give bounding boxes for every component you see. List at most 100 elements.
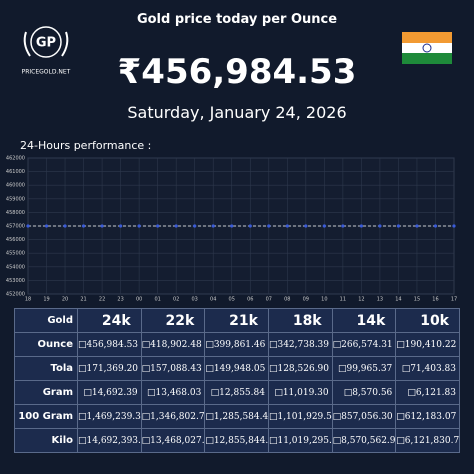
data-point <box>285 224 289 228</box>
price-cell: □13,468,027.56 <box>140 428 206 453</box>
x-tick-label: 10 <box>321 297 327 303</box>
chart: 452000 453000 454000 455000 456000 457000 4580… <box>6 156 457 303</box>
x-tick-label: 00 <box>136 297 142 303</box>
x-tick-label: 18 <box>25 297 31 303</box>
price-cell: □11,019.30 <box>267 380 333 405</box>
data-point <box>396 224 401 228</box>
data-point <box>433 224 438 228</box>
price-cell: □456,984.53 <box>77 332 142 357</box>
price-cell: □149,948.05 <box>204 356 269 381</box>
x-tick-label: 22 <box>99 297 105 303</box>
header-cell: 24k <box>77 308 142 333</box>
header-cell: Gold <box>14 308 78 333</box>
row-label: Ounce <box>14 332 78 357</box>
y-tick-label: 455000 <box>6 251 25 257</box>
y-tick-label: 461000 <box>6 169 25 175</box>
x-tick-label: 16 <box>432 297 438 303</box>
price-cell: □1,101,929.53 <box>267 404 333 429</box>
price-table: Gold 24k 22k 21k 18k 14k 10k Ounce □456,984.53 □4… <box>14 308 460 453</box>
y-tick-label: 462000 <box>6 156 25 162</box>
x-tick-label: 03 <box>192 297 198 303</box>
data-point <box>174 224 178 228</box>
site-name: PRICEGOLD.NET <box>22 69 71 76</box>
y-tick-label: 457000 <box>6 224 25 230</box>
x-tick-label: 04 <box>210 297 216 303</box>
price-cell: □399,861.46 <box>204 332 269 357</box>
x-tick-label: 13 <box>377 297 383 303</box>
data-point <box>81 224 86 228</box>
price-cell: □857,056.30 <box>331 404 397 429</box>
header-cell: 18k <box>267 308 333 333</box>
x-tick-label: 23 <box>117 297 123 303</box>
price-cell: □128,526.90 <box>267 356 333 381</box>
data-point <box>452 224 456 228</box>
data-point <box>156 224 160 228</box>
data-point <box>137 224 141 228</box>
price-cell: □190,410.22 <box>395 332 460 357</box>
x-tick-label: 01 <box>154 297 160 303</box>
logo: GP PRICEGOLD.NET <box>22 26 71 76</box>
y-tick-label: 453000 <box>6 278 25 284</box>
price-cell: □342,738.39 <box>267 332 333 357</box>
row: Tola □171,369.20 □157,088.43 □149,948.05 □12… <box>14 356 460 381</box>
x-tick-label: 14 <box>395 297 401 303</box>
price-cell: □12,855,844.48 <box>204 428 269 453</box>
price-cell: □71,403.83 <box>395 356 460 381</box>
flag <box>402 32 452 64</box>
title: Gold price today per Ounce <box>136 12 338 27</box>
y-tick-label: 458000 <box>6 210 25 216</box>
x-tick-label: 07 <box>266 297 272 303</box>
row-label: 100 Gram <box>14 404 78 429</box>
row: Kilo□14,692,393.70□13,468,027.56□12,855,… <box>14 428 460 453</box>
header-cell: 22k <box>140 308 206 333</box>
row-label: Tola <box>14 356 78 381</box>
price-cell: □12,855.84 <box>204 380 269 405</box>
price-cell: □8,570,562.99 <box>331 428 397 453</box>
x-tick-label: 21 <box>80 297 86 303</box>
data-point <box>100 224 104 228</box>
price-cell: □14,692,393.70 <box>77 428 142 453</box>
data-point <box>322 224 326 228</box>
chart-label: 24-Hours performance : <box>20 139 152 152</box>
row: Ounce □456,984.53 □418,902.48 □399,861.46 □3… <box>14 332 460 357</box>
price-cell: □6,121.83 <box>395 380 460 405</box>
price-cell: □1,469,239.37 <box>77 404 142 429</box>
data-point <box>267 224 271 228</box>
row: Gram □14,692.39 □13,468.03 □12,855.84 □11,01… <box>14 380 460 405</box>
data-point <box>44 224 49 228</box>
price-cell: □418,902.48 <box>140 332 206 357</box>
row-label: Kilo <box>14 428 78 453</box>
data-point <box>341 224 345 228</box>
y-tick-label: 459000 <box>6 196 25 202</box>
price-cell: □1,346,802.76 <box>140 404 206 429</box>
header-cell: 14k <box>331 308 397 333</box>
data-point <box>415 224 419 228</box>
x-tick-label: 06 <box>247 297 253 303</box>
price-cell: □266,574.31 <box>331 332 397 357</box>
data-point <box>248 224 252 228</box>
row-label: Gram <box>14 380 78 405</box>
y-tick-label: 454000 <box>6 264 25 270</box>
data-point <box>378 224 382 228</box>
data-point <box>26 224 30 228</box>
logo-text: GP <box>36 36 56 51</box>
date: Saturday, January 24, 2026 <box>127 103 347 122</box>
price-cell: □171,369.20 <box>77 356 142 381</box>
y-tick-label: 456000 <box>6 237 25 243</box>
price: ₹456,984.53 <box>117 52 357 92</box>
data-point <box>304 224 308 228</box>
price-cell: □14,692.39 <box>77 380 142 405</box>
header-cell: 21k <box>204 308 269 333</box>
x-tick-label: 05 <box>229 297 235 303</box>
header-cell: 10k <box>395 308 460 333</box>
price-cell: □157,088.43 <box>140 356 206 381</box>
price-cell: □8,570.56 <box>331 380 397 405</box>
data-point <box>230 224 234 228</box>
data-point <box>63 224 67 228</box>
header-row: Gold 24k 22k 21k 18k 14k 10k <box>14 308 460 333</box>
x-tick-label: 19 <box>43 297 49 303</box>
price-cell: □99,965.37 <box>331 356 397 381</box>
price-cell: □1,285,584.45 <box>204 404 269 429</box>
y-tick-label: 460000 <box>6 183 25 189</box>
